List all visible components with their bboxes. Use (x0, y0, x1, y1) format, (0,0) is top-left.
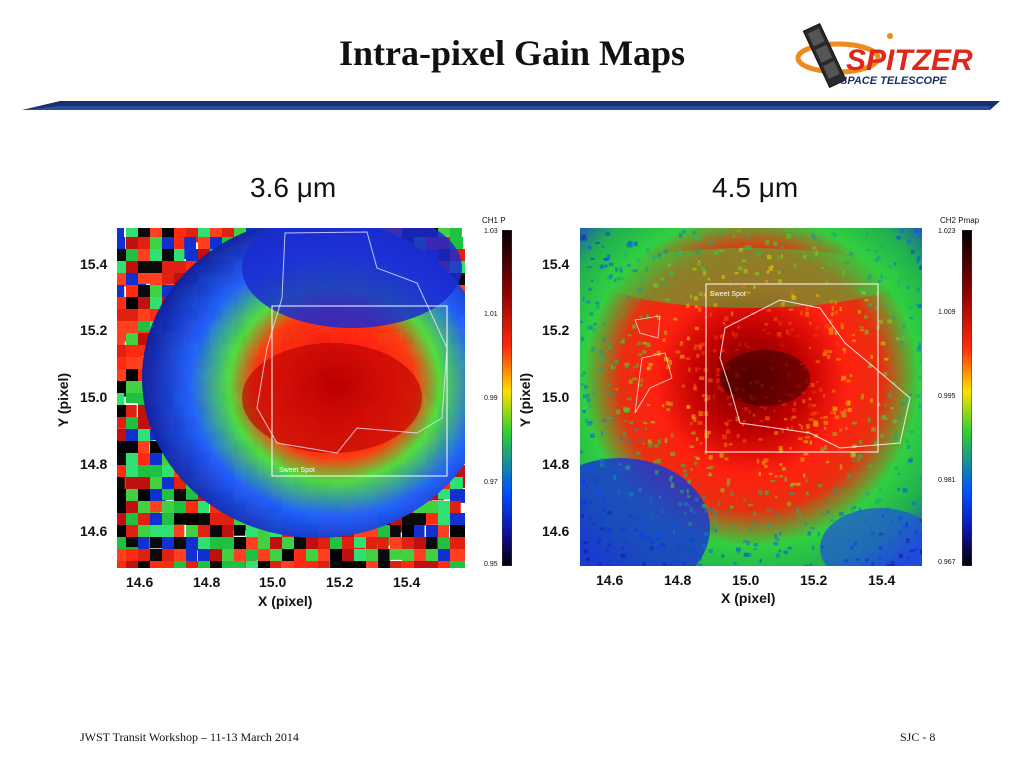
x-tick: 14.6 (126, 574, 154, 590)
colorbar-title-ch2: CH2 Pmap (940, 216, 980, 225)
logo-subtitle: SPACE TELESCOPE (840, 75, 947, 87)
y-tick: 15.0 (80, 389, 108, 405)
colorbar-title-ch1: CH1 P (482, 216, 506, 225)
x-axis-label-ch1: X (pixel) (258, 593, 313, 609)
cb-tick: 0.99 (484, 395, 498, 402)
y-axis-label-ch2: Y (pixel) (517, 372, 533, 428)
footer-left: JWST Transit Workshop – 11-13 March 2014 (80, 730, 299, 744)
gain-map-ch2: Sweet Spot (580, 228, 922, 566)
cb-tick: 0.967 (938, 559, 956, 566)
x-tick: 15.4 (393, 574, 421, 590)
y-tick: 14.6 (80, 523, 108, 539)
gain-map-ch1: Sweet Spot (117, 228, 465, 568)
cb-tick: 1.01 (484, 311, 498, 318)
x-tick: 15.0 (259, 574, 287, 590)
x-tick: 15.2 (800, 572, 828, 588)
sweet-spot-label: Sweet Spot (279, 467, 315, 474)
cb-tick: 0.95 (484, 561, 498, 568)
panel-title-ch2: 4.5 μm (712, 172, 799, 203)
y-tick: 15.4 (542, 256, 570, 272)
y-tick: 15.4 (80, 256, 108, 272)
slide-title: Intra-pixel Gain Maps (338, 33, 686, 73)
x-tick: 14.6 (596, 572, 624, 588)
cb-tick: 0.97 (484, 479, 498, 486)
x-tick: 15.0 (732, 572, 760, 588)
cb-tick: 0.995 (938, 393, 956, 400)
cb-tick: 1.023 (938, 228, 956, 235)
x-tick: 14.8 (664, 572, 692, 588)
logo-wordmark: SPITZER (846, 44, 973, 77)
y-tick: 14.8 (542, 456, 570, 472)
y-tick: 15.2 (542, 322, 570, 338)
y-tick: 14.6 (542, 523, 570, 539)
footer-right: SJC - 8 (900, 730, 936, 744)
cb-tick: 0.981 (938, 477, 956, 484)
x-tick: 15.2 (326, 574, 354, 590)
x-tick: 15.4 (868, 572, 896, 588)
panel-title-ch1: 3.6 μm (250, 172, 337, 203)
spitzer-logo: SPITZER SPACE TELESCOPE (790, 16, 980, 93)
y-tick: 14.8 (80, 456, 108, 472)
x-tick: 14.8 (193, 574, 221, 590)
colorbar-ch1 (502, 230, 512, 566)
cb-tick: 1.009 (938, 309, 956, 316)
header-rule (22, 101, 1000, 110)
colorbar-ch2 (962, 230, 972, 566)
x-axis-label-ch2: X (pixel) (721, 590, 776, 606)
y-tick: 15.0 (542, 389, 570, 405)
y-tick: 15.2 (80, 322, 108, 338)
sweet-spot-label: Sweet Spot (710, 291, 746, 298)
y-axis-label-ch1: Y (pixel) (55, 372, 71, 428)
cb-tick: 1.03 (484, 228, 498, 235)
